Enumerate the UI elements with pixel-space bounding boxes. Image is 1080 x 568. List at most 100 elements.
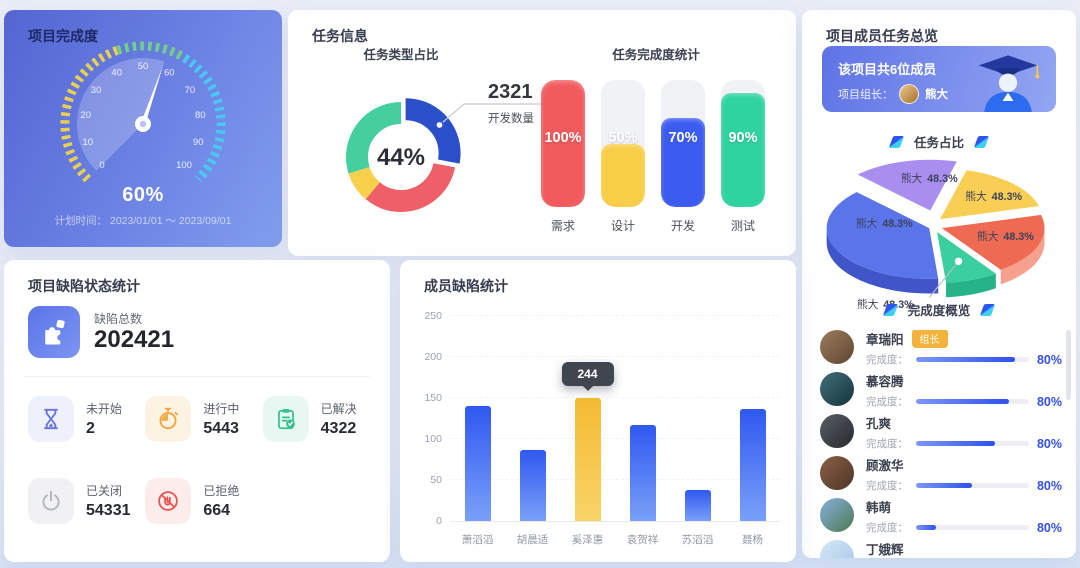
x-axis-label: 奚泽惠 bbox=[571, 534, 604, 546]
gauge-progress-wedge bbox=[76, 58, 165, 171]
member-list: 章瑞阳 组长 完成度： 80% 慕容腾 完成度： 80% 孔爽 完成度： 80% 顾激华 完成度： 80… bbox=[820, 330, 1062, 558]
liquid-percent: 70% bbox=[668, 130, 698, 146]
gridline bbox=[450, 315, 780, 316]
progress-label: 完成度： bbox=[866, 354, 908, 366]
member-info: 章瑞阳 组长 完成度： 80% bbox=[866, 330, 1062, 367]
pie-callout-line bbox=[928, 260, 959, 298]
member-row[interactable]: 章瑞阳 组长 完成度： 80% bbox=[820, 330, 1062, 372]
member-progress-line: 完成度： 80% bbox=[866, 520, 1062, 535]
scrollbar-thumb[interactable] bbox=[1066, 330, 1071, 400]
gauge-value: 60% bbox=[122, 184, 164, 206]
defect-stat-item: 进行中 5443 bbox=[145, 396, 262, 442]
gauge-tick: 10 bbox=[83, 137, 94, 148]
member-name: 孔爽 bbox=[866, 416, 892, 431]
y-axis-tick: 200 bbox=[424, 351, 442, 363]
panel-defect-status: 项目缺陷状态统计 缺陷总数 202421 未开始 2 进行中 5443 已解决 4322 已… bbox=[4, 260, 390, 562]
progress-label: 完成度： bbox=[866, 522, 908, 534]
member-info: 顾激华 完成度： 80% bbox=[866, 456, 1062, 493]
pie-slice-4[interactable] bbox=[826, 192, 939, 294]
panel-title: 项目缺陷状态统计 bbox=[28, 278, 140, 294]
defect-stat-label: 已关闭 bbox=[86, 484, 123, 498]
liquid-column[interactable]: 70% 开发 bbox=[661, 80, 705, 234]
bar-聂杨[interactable] bbox=[739, 408, 766, 521]
donut-slice-0[interactable] bbox=[350, 98, 461, 209]
member-row[interactable]: 顾激华 完成度： 80% bbox=[820, 456, 1062, 498]
liquid-column[interactable]: 90% 测试 bbox=[721, 80, 765, 234]
pie-slice-1[interactable] bbox=[939, 170, 1040, 220]
gauge-tick: 30 bbox=[91, 85, 102, 96]
leader-name: 熊大 bbox=[925, 89, 948, 101]
slash-icon bbox=[882, 303, 898, 316]
bar-萧滔滔[interactable] bbox=[464, 406, 491, 521]
task-type-donut-chart: 2321 开发数量 44% bbox=[346, 81, 544, 212]
gauge-needle bbox=[140, 65, 164, 127]
panel-member-overview: 项目成员任务总览 该项目共6位成员 项目组长： 熊大 任务占比 bbox=[802, 10, 1076, 558]
member-defects-bar-chart: 0 50 100 150 200 250 萧滔滔 胡晨适 奚泽惠 袁贺祥 苏滔滔 聂杨 244 bbox=[424, 310, 780, 546]
pie-callout-dot bbox=[954, 257, 963, 266]
progress-fill bbox=[916, 399, 1009, 404]
progress-value: 80% bbox=[1036, 436, 1062, 451]
progress-track bbox=[916, 483, 1029, 488]
leader-label: 项目组长： bbox=[838, 89, 893, 101]
progress-track bbox=[916, 399, 1029, 404]
member-name-line: 丁娥辉 bbox=[866, 540, 1062, 557]
hourglass-icon bbox=[28, 396, 74, 442]
progress-value: 80% bbox=[1036, 478, 1062, 493]
defect-stat-item: 已解决 4322 bbox=[262, 396, 380, 442]
pie-slice-2[interactable] bbox=[941, 214, 1045, 285]
bar-胡晨适[interactable] bbox=[519, 449, 546, 521]
donut-callout-line bbox=[439, 103, 544, 126]
bar-苏滔滔[interactable] bbox=[684, 489, 711, 521]
stopwatch-icon bbox=[145, 396, 192, 442]
pie-slice-0[interactable] bbox=[857, 159, 957, 211]
liquid-category-label: 设计 bbox=[610, 219, 635, 233]
member-avatar bbox=[820, 372, 854, 406]
member-avatar bbox=[820, 540, 854, 558]
gauge-tick: 20 bbox=[80, 110, 91, 121]
defect-stat-label: 已解决 bbox=[320, 402, 357, 416]
gauge-arc-low bbox=[60, 45, 120, 183]
defect-stats-grid: 未开始 2 进行中 5443 已解决 4322 已关闭 54331 已拒绝 664 bbox=[28, 396, 380, 524]
team-size-text: 该项目共6位成员 bbox=[838, 62, 937, 77]
liquid-category-label: 需求 bbox=[550, 219, 575, 233]
panel-title: 项目成员任务总览 bbox=[826, 28, 938, 44]
slash-icon bbox=[980, 303, 996, 316]
bar-奚泽惠[interactable] bbox=[574, 398, 601, 521]
gridline bbox=[450, 438, 780, 439]
donut-callout-dot bbox=[435, 120, 444, 130]
gridline bbox=[450, 397, 780, 398]
member-row[interactable]: 韩萌 完成度： 80% bbox=[820, 498, 1062, 540]
member-row[interactable]: 慕容腾 完成度： 80% bbox=[820, 372, 1062, 414]
liquid-subtitle: 任务完成度统计 bbox=[612, 48, 700, 62]
donut-callout-label: 开发数量 bbox=[488, 111, 534, 125]
bar-袁贺祥[interactable] bbox=[629, 425, 656, 521]
panel-project-completion: 项目完成度 0 10 20 30 40 50 60 70 80 90 100 6… bbox=[4, 10, 282, 247]
leader-badge: 组长 bbox=[911, 330, 948, 348]
gauge-tick: 100 bbox=[176, 160, 192, 171]
progress-fill bbox=[916, 441, 996, 446]
panel-task-info: 任务信息 任务类型占比 任务完成度统计 2321 开发数量 44% 100% 需求… bbox=[288, 10, 796, 256]
liquid-column[interactable]: 50% 设计 bbox=[601, 80, 645, 234]
divider bbox=[24, 376, 370, 377]
donut-slice-3[interactable] bbox=[346, 102, 456, 212]
completion-gauge-chart: 0 10 20 30 40 50 60 70 80 90 100 bbox=[60, 41, 226, 183]
member-row[interactable]: 丁娥辉 bbox=[820, 540, 1062, 558]
defect-stat-value: 4322 bbox=[320, 420, 357, 437]
task-completion-liquid-chart: 100% 需求 50% 设计 70% 开发 90% 测试 bbox=[541, 80, 765, 234]
liquid-tube: 100% bbox=[541, 80, 585, 207]
defect-total-label: 缺陷总数 bbox=[94, 312, 143, 326]
defect-stat-text: 已关闭 54331 bbox=[86, 482, 131, 520]
member-task-pie3d-chart: 熊大 48.3% 熊大 48.3% 熊大 48.3% 熊大 48.3% 熊大 48.3% bbox=[826, 159, 1045, 311]
liquid-fill bbox=[661, 118, 705, 207]
liquid-column[interactable]: 100% 需求 bbox=[541, 80, 585, 234]
graduate-person-icon bbox=[978, 55, 1040, 112]
gauge-tick: 40 bbox=[111, 68, 122, 79]
donut-slice-1[interactable] bbox=[346, 102, 456, 212]
pie-label: 熊大 48.3% bbox=[977, 230, 1034, 243]
defect-stat-text: 已拒绝 664 bbox=[203, 482, 239, 520]
liquid-tube: 50% bbox=[601, 80, 645, 207]
progress-value: 80% bbox=[1036, 352, 1062, 367]
progress-track bbox=[916, 357, 1029, 362]
member-row[interactable]: 孔爽 完成度： 80% bbox=[820, 414, 1062, 456]
